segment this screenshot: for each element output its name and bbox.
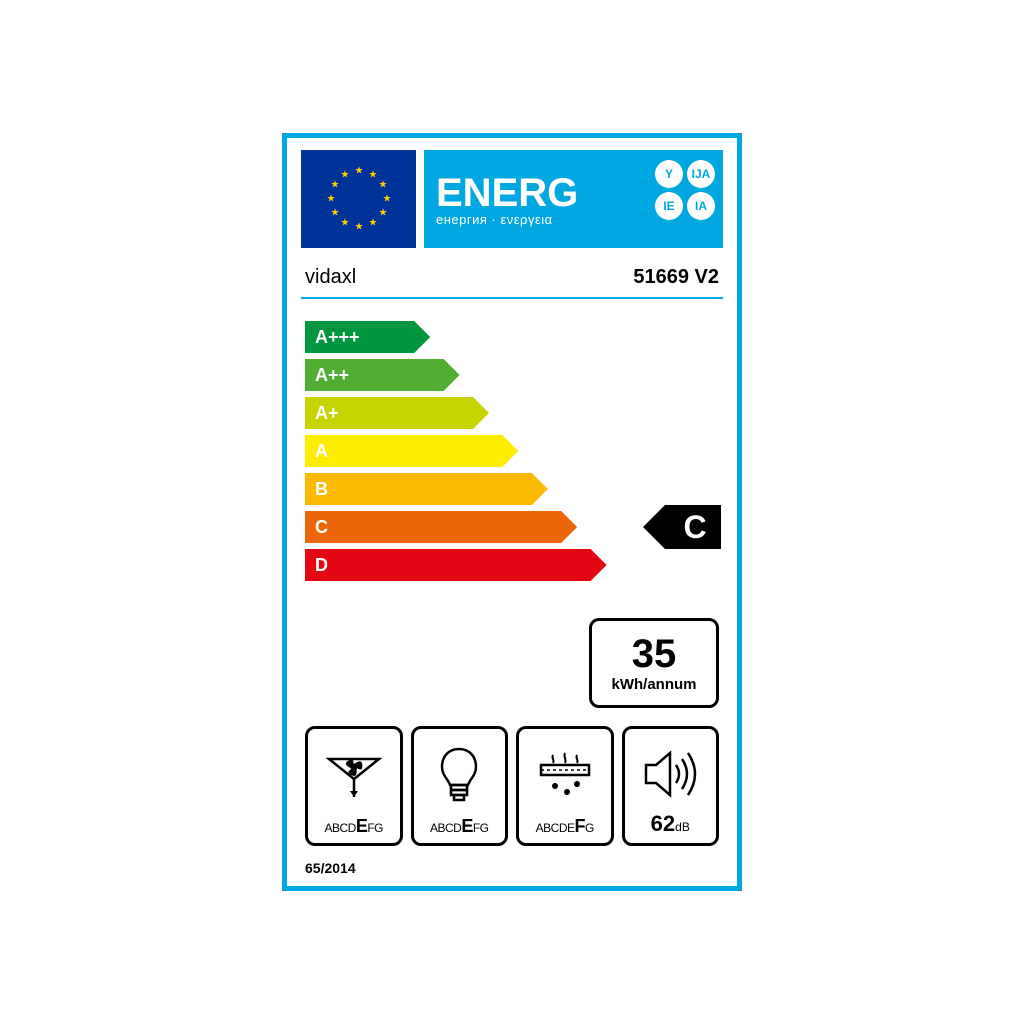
header: ★★ ★★ ★★ ★★ ★★ ★★ ENERG енергия · ενεργε… [301,150,723,248]
bulb-icon [418,737,502,816]
lang-code: IE [655,192,683,220]
picto-bulb: ABCDEFG [411,726,509,846]
svg-text:A++: A++ [315,365,349,385]
scale-bars: A+++A++A+ABCDC [305,321,725,587]
svg-text:★: ★ [354,222,363,233]
energy-label: ★★ ★★ ★★ ★★ ★★ ★★ ENERG енергия · ενεργε… [282,133,742,891]
picto-noise: 62dB [622,726,720,846]
picto-scale: ABCDEFG [430,816,489,837]
brand-name: vidaxl [305,266,356,289]
regulation-number: 65/2014 [301,860,723,876]
svg-text:★: ★ [330,208,339,219]
svg-text:A: A [315,441,328,461]
consumption-section: 35 kWh/annum [301,602,723,718]
consumption-box: 35 kWh/annum [589,618,719,708]
lang-code: Y [655,160,683,188]
lang-code: IA [687,192,715,220]
svg-text:★: ★ [326,194,335,205]
picto-scale: ABCDEFG [536,816,594,837]
model-number: 51669 V2 [633,266,719,289]
grease-filter-icon [523,737,607,816]
svg-text:A+++: A+++ [315,327,360,347]
pictogram-row: ABCDEFG ABCDEFG [301,718,723,860]
energy-title-block: ENERG енергия · ενεργεια Y IJA IE IA [424,150,723,248]
svg-text:B: B [315,479,328,499]
efficiency-scale: A+++A++A+ABCDC [301,299,723,602]
svg-text:★: ★ [340,218,349,229]
product-row: vidaxl 51669 V2 [301,248,723,299]
eu-stars-icon: ★★ ★★ ★★ ★★ ★★ ★★ [319,159,399,239]
svg-text:C: C [315,517,328,537]
eu-flag: ★★ ★★ ★★ ★★ ★★ ★★ [301,150,416,248]
picto-fan: ABCDEFG [305,726,403,846]
svg-text:★: ★ [330,180,339,191]
lang-code: IJA [687,160,715,188]
svg-text:★: ★ [382,194,391,205]
picto-scale: ABCDEFG [324,816,383,837]
consumption-unit: kWh/annum [612,676,697,693]
speaker-icon [629,737,713,811]
svg-text:D: D [315,555,328,575]
svg-text:★: ★ [340,170,349,181]
svg-text:★: ★ [354,166,363,177]
fan-icon [312,737,396,816]
svg-text:★: ★ [368,170,377,181]
noise-value: 62dB [651,811,690,837]
svg-text:A+: A+ [315,403,339,423]
consumption-value: 35 [632,634,677,674]
svg-text:★: ★ [378,180,387,191]
picto-grease: ABCDEFG [516,726,614,846]
svg-text:C: C [683,509,706,545]
lang-codes: Y IJA IE IA [655,160,715,220]
svg-text:★: ★ [368,218,377,229]
svg-text:★: ★ [378,208,387,219]
